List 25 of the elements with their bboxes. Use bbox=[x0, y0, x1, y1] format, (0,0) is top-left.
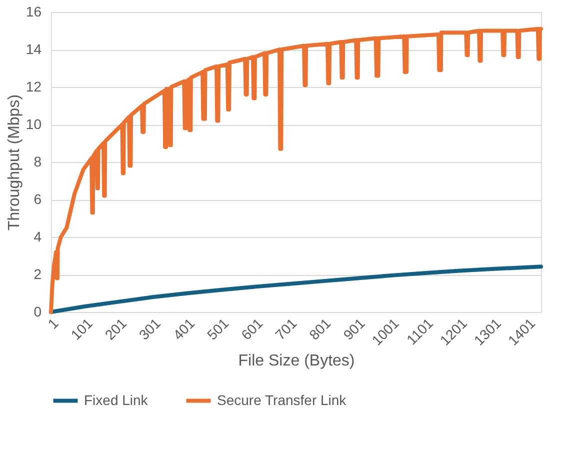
y-tick-label: 6 bbox=[34, 191, 42, 207]
y-tick-label: 14 bbox=[26, 41, 42, 57]
legend-label: Secure Transfer Link bbox=[217, 392, 348, 408]
x-tick-label: 201 bbox=[102, 314, 130, 343]
x-tick-label: 401 bbox=[170, 314, 198, 343]
x-tick-label: 601 bbox=[238, 314, 266, 343]
y-tick-label: 12 bbox=[26, 78, 42, 94]
x-tick-label: 101 bbox=[68, 314, 96, 343]
x-tick-label: 301 bbox=[136, 314, 164, 343]
y-tick-label: 8 bbox=[34, 154, 42, 170]
y-tick-label: 16 bbox=[26, 4, 42, 20]
legend-label: Fixed Link bbox=[84, 392, 149, 408]
x-tick-label: 701 bbox=[272, 314, 300, 343]
y-tick-label: 2 bbox=[34, 266, 42, 282]
x-tick-label: 501 bbox=[204, 314, 232, 343]
y-tick-label: 4 bbox=[34, 228, 42, 244]
x-tick-label: 801 bbox=[306, 314, 334, 343]
x-tick-label: 1 bbox=[44, 314, 62, 332]
line-series bbox=[49, 264, 543, 314]
y-tick-label: 10 bbox=[26, 116, 42, 132]
x-tick-label: 901 bbox=[340, 314, 368, 343]
y-tick-label: 0 bbox=[34, 304, 42, 320]
y-axis-title: Throughput (Mbps) bbox=[6, 94, 23, 231]
line-series bbox=[49, 26, 543, 314]
x-axis-title: File Size (Bytes) bbox=[238, 352, 355, 370]
